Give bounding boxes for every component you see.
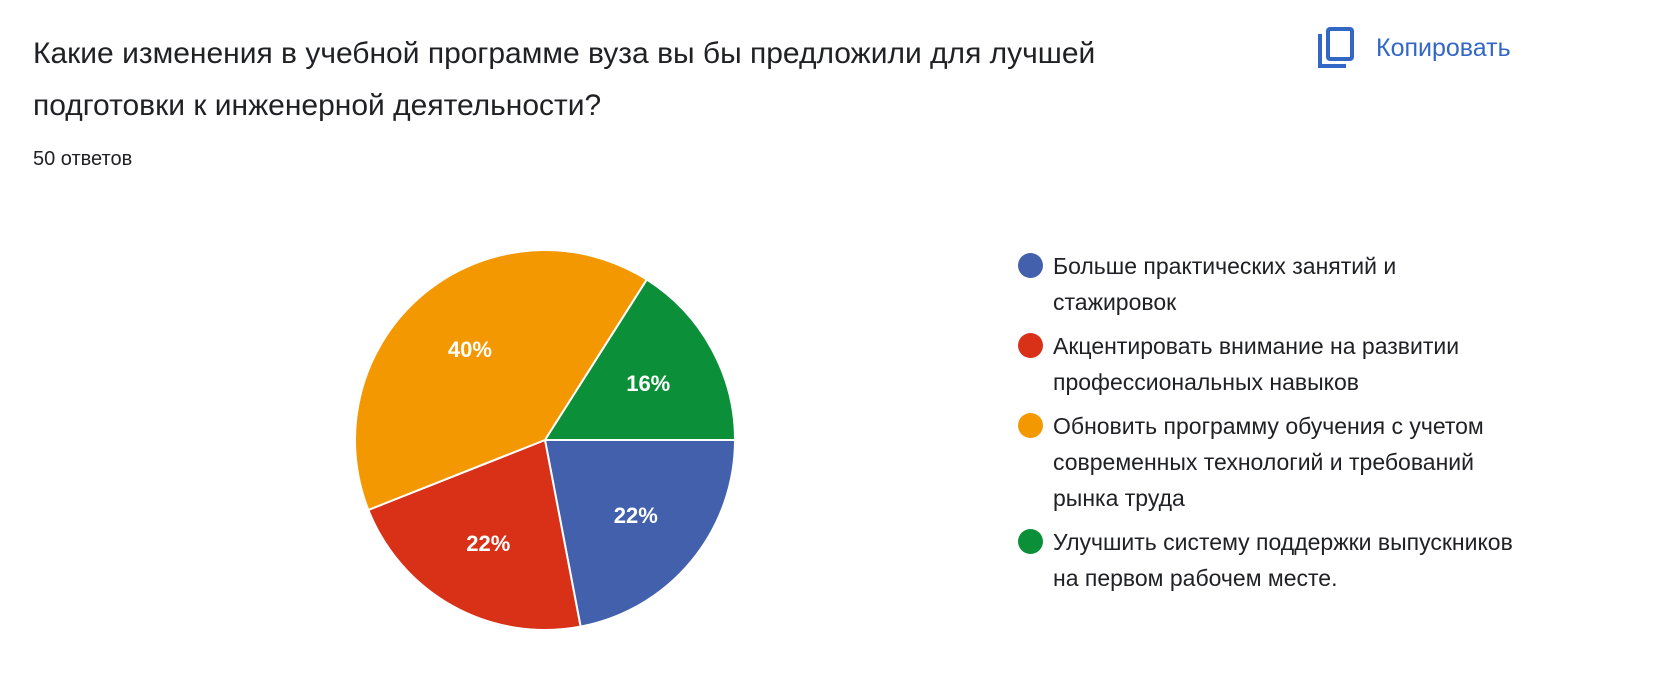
slice-label: 40% <box>448 337 492 362</box>
pie-slice <box>543 439 737 628</box>
legend-dot <box>1018 333 1043 358</box>
legend-item: Акцентировать внимание на развитии профе… <box>1018 328 1528 400</box>
copy-button[interactable]: Копировать <box>1316 26 1511 70</box>
legend-dot <box>1018 413 1043 438</box>
pie-slice <box>367 438 582 631</box>
pie-slice <box>354 249 649 512</box>
slice-label: 22% <box>614 503 658 528</box>
legend-label: Больше практических занятий и стажировок <box>1053 253 1397 315</box>
legend-dot <box>1018 253 1043 278</box>
legend-item: Обновить программу обучения с учетом сов… <box>1018 408 1528 516</box>
question-title: Какие изменения в учебной программе вуза… <box>33 37 1096 122</box>
copy-label: Копировать <box>1376 33 1511 62</box>
response-count: 50 ответов <box>33 148 133 170</box>
slice-label: 22% <box>466 531 510 556</box>
legend-label: Обновить программу обучения с учетом сов… <box>1053 413 1484 511</box>
legend-label: Акцентировать внимание на развитии профе… <box>1053 333 1460 395</box>
slice-label: 16% <box>626 371 670 396</box>
copy-icon <box>1318 27 1354 68</box>
pie-slice <box>543 278 737 441</box>
legend-label: Улучшить систему поддержки выпускников н… <box>1053 529 1513 591</box>
legend-item: Улучшить систему поддержки выпускников н… <box>1018 524 1528 596</box>
legend-item: Больше практических занятий и стажировок <box>1018 248 1528 320</box>
legend: Больше практических занятий и стажировок… <box>1018 248 1528 604</box>
legend-dot <box>1018 529 1043 554</box>
pie-chart: 22% 22% 40% 16% <box>354 249 737 631</box>
